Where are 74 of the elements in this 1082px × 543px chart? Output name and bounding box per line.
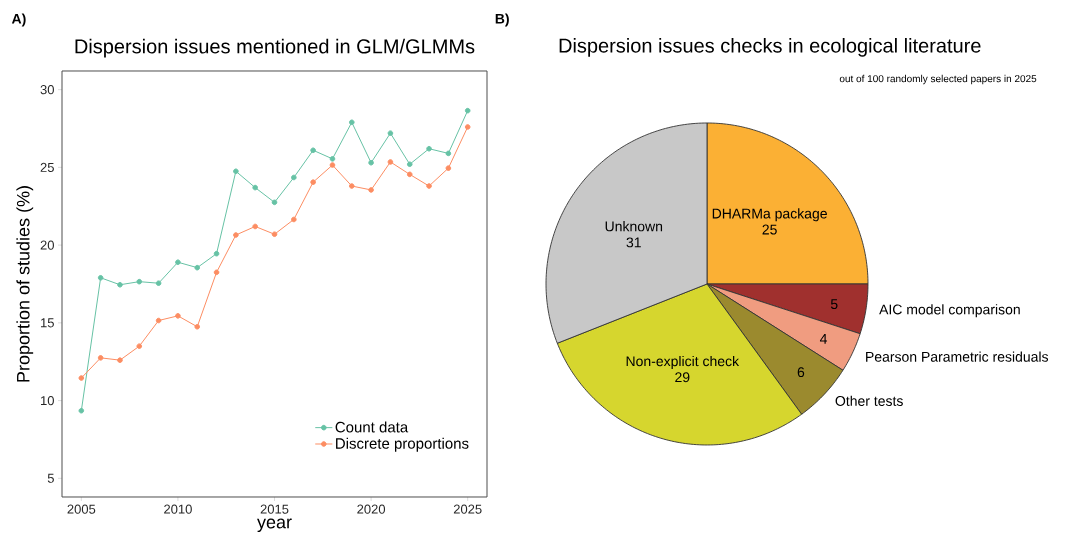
point xyxy=(97,355,104,361)
y-axis-title: Proportion of studies (%) xyxy=(16,186,34,382)
point xyxy=(78,375,85,381)
slice-label: Pearson Parametric residuals xyxy=(866,351,1049,362)
data-label: 6 xyxy=(797,367,805,378)
y-tick-label: 15 xyxy=(41,318,54,328)
point xyxy=(464,124,471,130)
point xyxy=(252,223,258,230)
point xyxy=(387,130,394,136)
point xyxy=(155,280,162,287)
chart-title: Dispersion issues checks in ecological literature xyxy=(559,38,981,57)
data-label: 29 xyxy=(675,372,690,383)
point xyxy=(348,119,355,126)
point xyxy=(464,107,471,114)
point xyxy=(155,317,162,324)
slice-label: DHARMa package xyxy=(712,208,827,222)
x-tick-label: 2005 xyxy=(67,504,96,514)
x-axis-title: year xyxy=(257,518,292,533)
point xyxy=(271,231,278,238)
chart-title: Dispersion issues mentioned in GLM/GLMMs xyxy=(75,38,475,58)
point xyxy=(406,161,413,168)
point xyxy=(368,187,374,193)
x-tick-label: 2020 xyxy=(357,504,386,514)
point xyxy=(136,343,143,349)
slice-label: AIC model comparison xyxy=(879,304,1020,318)
text: A) xyxy=(11,13,26,27)
text: B) xyxy=(495,13,509,27)
y-tick-label: 25 xyxy=(40,162,54,172)
point xyxy=(233,168,239,175)
point xyxy=(213,269,220,276)
legend-label: Count data xyxy=(335,421,409,433)
point xyxy=(252,184,258,191)
point xyxy=(194,264,201,271)
point xyxy=(310,179,316,185)
point xyxy=(117,357,123,363)
point xyxy=(368,159,374,166)
point xyxy=(271,199,278,206)
point xyxy=(175,313,181,319)
slice-label: Unknown xyxy=(605,221,663,232)
point xyxy=(426,183,432,189)
point xyxy=(291,174,297,181)
point xyxy=(213,250,220,257)
point xyxy=(406,171,413,178)
legend-label: Discrete proportions xyxy=(336,437,469,452)
y-tick-label: 20 xyxy=(40,240,54,250)
data-label: 5 xyxy=(830,299,838,310)
point xyxy=(445,165,452,171)
x-tick-label: 2010 xyxy=(164,504,192,514)
slice-label: Non-explicit check xyxy=(626,355,740,369)
point xyxy=(348,183,355,189)
point xyxy=(97,274,104,281)
point xyxy=(329,162,336,168)
y-tick-label: 5 xyxy=(47,473,54,483)
point xyxy=(117,281,123,288)
point xyxy=(426,145,432,152)
point xyxy=(445,150,452,157)
point xyxy=(233,232,239,238)
point xyxy=(175,259,181,266)
point xyxy=(291,216,297,223)
data-label: 4 xyxy=(819,334,828,344)
data-label: 31 xyxy=(626,237,641,248)
point xyxy=(78,407,85,414)
point xyxy=(310,147,316,154)
x-tick-label: 2015 xyxy=(260,504,289,514)
point xyxy=(136,278,143,285)
y-tick-label: 10 xyxy=(41,395,54,406)
chart-subtitle: out of 100 randomly selected papers in 2025 xyxy=(839,74,1037,85)
y-tick-label: 30 xyxy=(40,85,54,95)
slice-label: Other tests xyxy=(835,395,903,406)
data-label: 25 xyxy=(762,224,777,235)
point xyxy=(387,159,394,165)
point xyxy=(194,323,201,330)
x-tick-label: 2025 xyxy=(453,504,482,514)
point xyxy=(329,156,336,162)
